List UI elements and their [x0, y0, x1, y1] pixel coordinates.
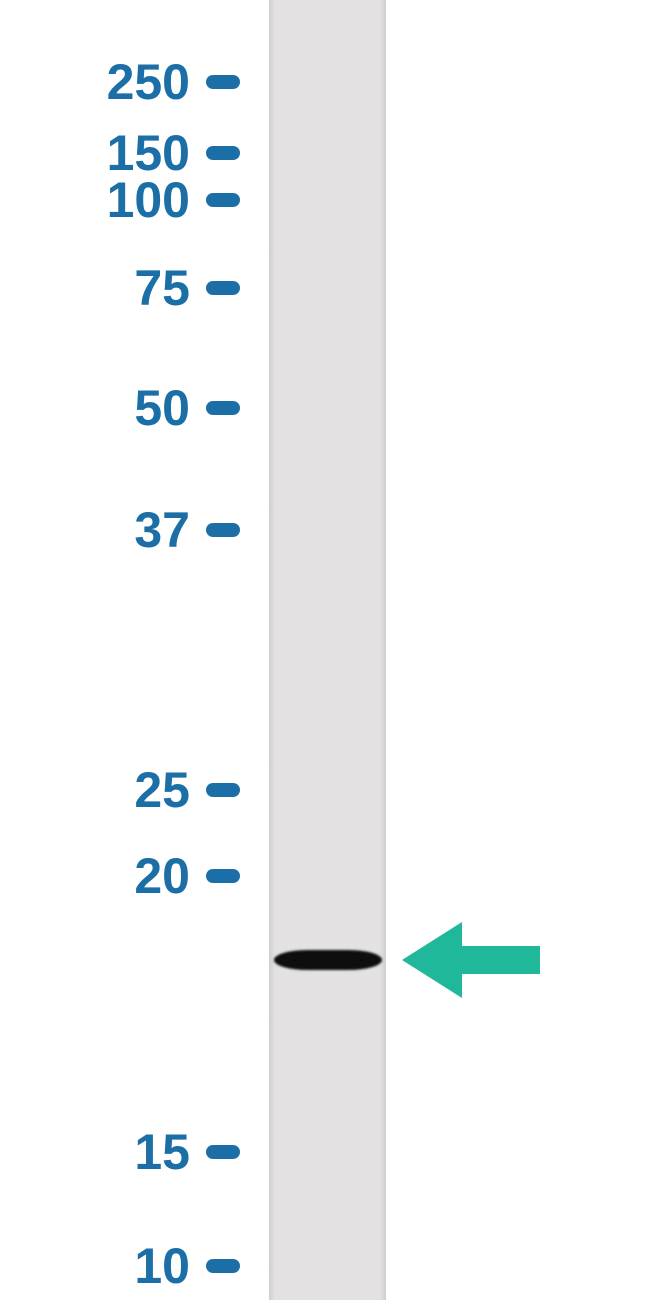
mw-tick: [206, 523, 240, 537]
gel-lane: [269, 0, 386, 1300]
mw-tick: [206, 869, 240, 883]
mw-tick: [206, 783, 240, 797]
mw-label: 20: [134, 847, 190, 905]
mw-label: 15: [134, 1123, 190, 1181]
mw-tick: [206, 401, 240, 415]
mw-label: 75: [134, 259, 190, 317]
mw-label: 37: [134, 501, 190, 559]
mw-tick: [206, 1145, 240, 1159]
mw-label: 10: [134, 1237, 190, 1295]
mw-tick: [206, 281, 240, 295]
arrow-head-icon: [402, 922, 462, 998]
mw-tick: [206, 146, 240, 160]
mw-label: 250: [107, 53, 190, 111]
mw-label: 50: [134, 379, 190, 437]
blot-canvas: 25015010075503725201510: [0, 0, 650, 1300]
mw-tick: [206, 75, 240, 89]
mw-label: 100: [107, 171, 190, 229]
mw-label: 25: [134, 761, 190, 819]
mw-tick: [206, 1259, 240, 1273]
protein-band: [274, 950, 382, 970]
arrow-shaft: [462, 946, 540, 974]
mw-tick: [206, 193, 240, 207]
